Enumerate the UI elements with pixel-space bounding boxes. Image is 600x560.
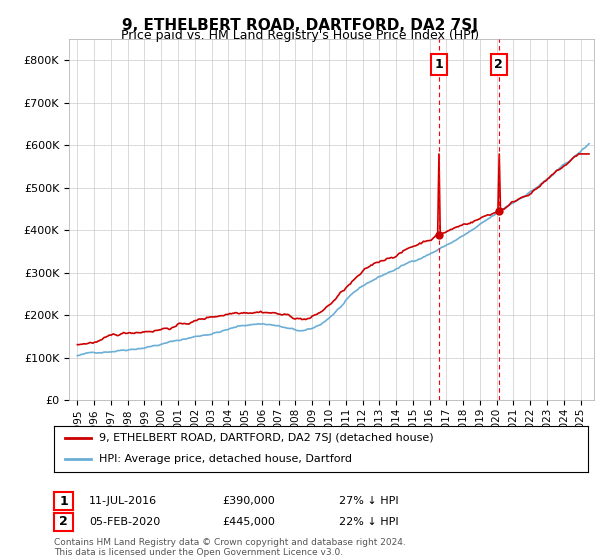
Text: 2: 2: [494, 58, 503, 71]
Text: 1: 1: [434, 58, 443, 71]
Text: 27% ↓ HPI: 27% ↓ HPI: [339, 496, 398, 506]
Text: 2: 2: [59, 515, 68, 529]
Text: £445,000: £445,000: [222, 517, 275, 527]
Text: 9, ETHELBERT ROAD, DARTFORD, DA2 7SJ (detached house): 9, ETHELBERT ROAD, DARTFORD, DA2 7SJ (de…: [100, 433, 434, 443]
Text: HPI: Average price, detached house, Dartford: HPI: Average price, detached house, Dart…: [100, 454, 352, 464]
Text: 05-FEB-2020: 05-FEB-2020: [89, 517, 160, 527]
Text: 1: 1: [59, 494, 68, 508]
Text: 22% ↓ HPI: 22% ↓ HPI: [339, 517, 398, 527]
Text: 11-JUL-2016: 11-JUL-2016: [89, 496, 157, 506]
Text: 9, ETHELBERT ROAD, DARTFORD, DA2 7SJ: 9, ETHELBERT ROAD, DARTFORD, DA2 7SJ: [122, 18, 478, 33]
Text: £390,000: £390,000: [222, 496, 275, 506]
Text: Contains HM Land Registry data © Crown copyright and database right 2024.
This d: Contains HM Land Registry data © Crown c…: [54, 538, 406, 557]
Text: Price paid vs. HM Land Registry's House Price Index (HPI): Price paid vs. HM Land Registry's House …: [121, 29, 479, 42]
